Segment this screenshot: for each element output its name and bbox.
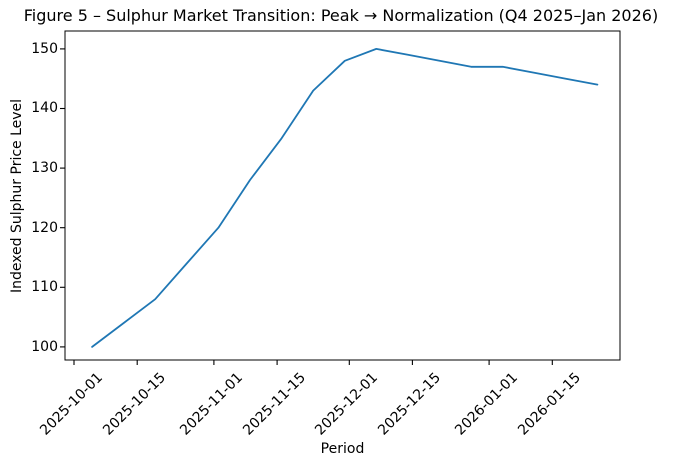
x-axis-label: Period	[320, 441, 365, 457]
x-axis-ticks	[73, 360, 553, 365]
y-tick-label: 130	[31, 160, 58, 176]
plot-frame	[64, 30, 621, 361]
y-axis-ticks	[60, 48, 65, 348]
y-tick-label: 120	[31, 220, 58, 236]
y-tick-label: 110	[31, 279, 58, 295]
y-tick-label: 150	[31, 41, 58, 57]
price-line-series	[91, 48, 599, 348]
y-tick-label: 140	[31, 100, 58, 116]
y-tick-label: 100	[31, 339, 58, 355]
chart-title: Figure 5 – Sulphur Market Transition: Pe…	[23, 6, 659, 25]
